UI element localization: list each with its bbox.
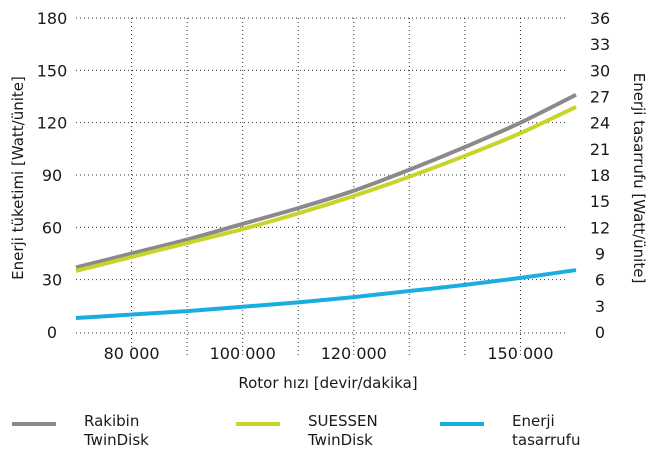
series-line-0 <box>75 92 577 270</box>
right-tick-label: 27 <box>590 88 610 107</box>
left-tick-label: 150 <box>37 61 68 80</box>
left-tick-label: 90 <box>42 166 62 185</box>
legend-item-rakibin: Rakibin TwinDisk <box>12 412 174 450</box>
right-tick-label: 6 <box>595 271 605 290</box>
x-tick-label: 150 000 <box>487 344 553 363</box>
legend-item-tasarruf: Enerji tasarrufu <box>440 412 602 450</box>
left-axis-title: Enerji tüketimi [Watt/ünite] <box>9 76 27 280</box>
left-tick-label: 30 <box>42 271 62 290</box>
legend-label-suessen: SUESSEN TwinDisk <box>308 412 378 449</box>
legend-label-tasarruf: Enerji tasarrufu <box>512 412 581 449</box>
legend-item-suessen: SUESSEN TwinDisk <box>236 412 398 450</box>
right-tick-label: 9 <box>595 245 605 264</box>
left-tick-label: 60 <box>42 218 62 237</box>
right-tick-label: 36 <box>590 9 610 28</box>
left-tick-label: 120 <box>37 114 68 133</box>
right-tick-label: 30 <box>590 61 610 80</box>
grid <box>76 17 568 356</box>
right-tick-label: 33 <box>590 35 610 54</box>
right-axis-title: Enerji tasarrufu [Watt/ünite] <box>630 73 648 284</box>
series-line-1 <box>75 105 577 273</box>
x-tick-label: 80 000 <box>104 344 160 363</box>
x-tick-label: 120 000 <box>321 344 387 363</box>
right-tick-label: 21 <box>590 140 610 159</box>
left-axis-ticks: 0 30 60 90 120 150 180 <box>37 9 68 342</box>
legend: Rakibin TwinDisk SUESSEN TwinDisk Enerji ta… <box>0 412 656 457</box>
right-tick-label: 18 <box>590 166 610 185</box>
right-tick-label: 15 <box>590 192 610 211</box>
left-tick-label: 180 <box>37 9 68 28</box>
right-tick-label: 24 <box>590 114 610 133</box>
legend-swatch-tasarruf <box>440 422 484 426</box>
right-tick-label: 0 <box>595 323 605 342</box>
right-tick-label: 12 <box>590 218 610 237</box>
left-tick-label: 0 <box>47 323 57 342</box>
legend-label-rakibin: Rakibin TwinDisk <box>84 412 149 449</box>
legend-swatch-rakibin <box>12 422 56 426</box>
x-axis-title: Rotor hızı [devir/dakika] <box>238 374 417 392</box>
x-axis-ticks: 80 000 100 000 120 000 150 000 <box>104 344 554 363</box>
right-tick-label: 3 <box>595 297 605 316</box>
legend-swatch-suessen <box>236 422 280 426</box>
series-layer <box>75 92 577 321</box>
series-line-2 <box>75 268 577 321</box>
x-tick-label: 100 000 <box>210 344 276 363</box>
